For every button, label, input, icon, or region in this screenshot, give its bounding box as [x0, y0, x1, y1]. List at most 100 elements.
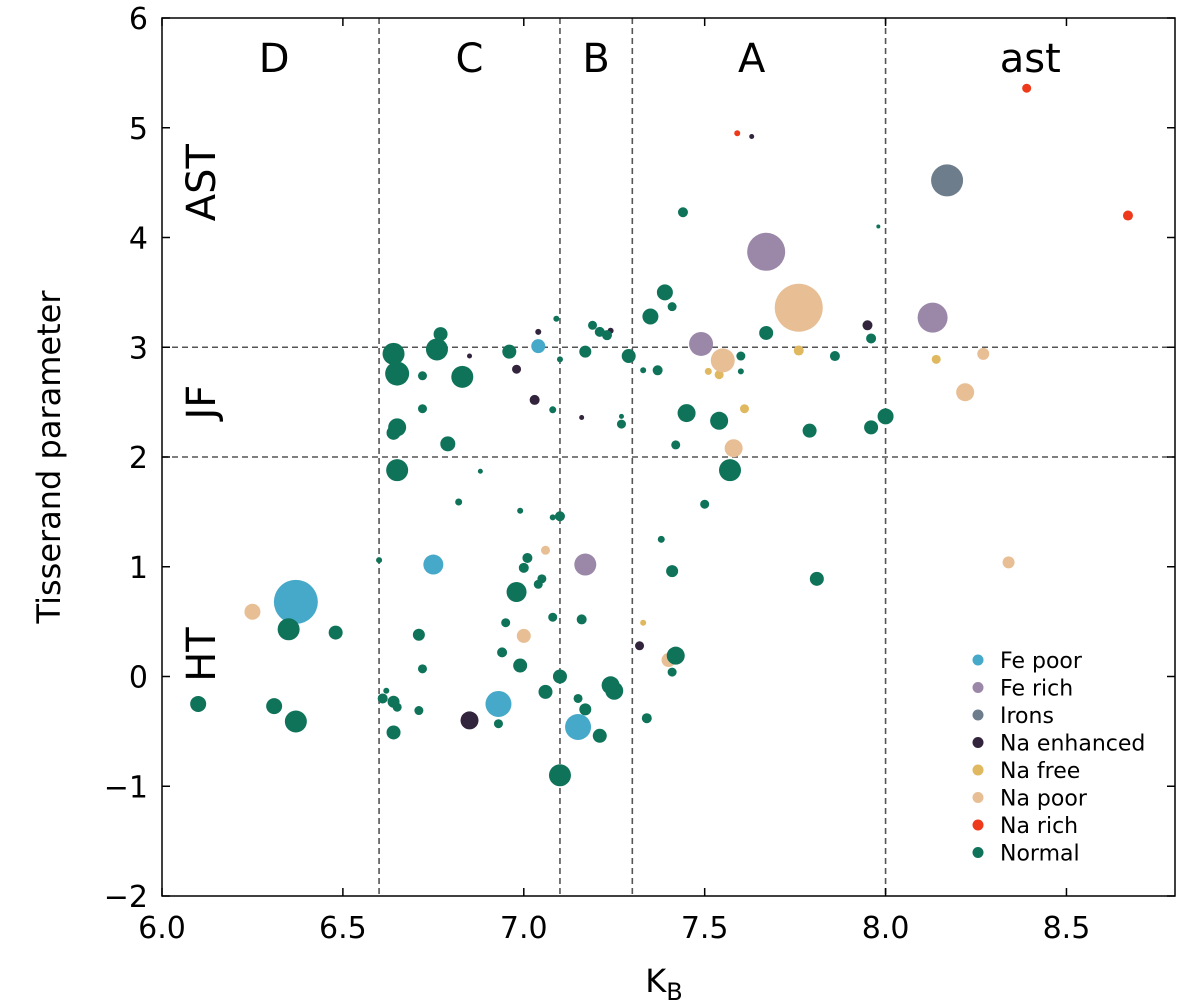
- point-normal-22: [601, 330, 612, 341]
- legend-label-na-free: Na free: [1000, 759, 1080, 784]
- point-fe-rich-1: [917, 302, 948, 333]
- point-normal-44: [517, 507, 524, 514]
- x-tick-label-1: 6.5: [319, 911, 367, 946]
- point-na-poor-0: [774, 283, 823, 332]
- x-tick-label-4: 8.0: [862, 911, 910, 946]
- point-normal-1: [876, 224, 881, 229]
- point-normal-60: [328, 625, 343, 640]
- point-normal-85: [548, 764, 571, 787]
- point-normal-62: [497, 647, 508, 658]
- point-normal-4: [642, 308, 659, 325]
- point-normal-68: [538, 684, 553, 699]
- point-na-enhanced-5: [512, 364, 522, 374]
- point-normal-56: [501, 618, 511, 628]
- point-normal-36: [710, 411, 729, 430]
- point-na-poor-2: [956, 383, 975, 402]
- point-normal-64: [417, 664, 427, 674]
- point-normal-18: [556, 356, 563, 363]
- point-normal-77: [190, 695, 207, 712]
- point-normal-37: [671, 440, 681, 450]
- legend-label-na-enhanced: Na enhanced: [1000, 732, 1145, 757]
- point-normal-11: [425, 338, 448, 361]
- point-normal-42: [700, 499, 710, 509]
- legend-marker-fe-poor: [972, 654, 984, 666]
- legend-label-na-poor: Na poor: [1000, 787, 1088, 812]
- point-na-enhanced-4: [467, 353, 473, 359]
- x-axis-label-main: K: [645, 962, 667, 1000]
- point-normal-28: [386, 425, 401, 440]
- y-tick-label-2: 0: [129, 661, 148, 696]
- point-normal-43: [455, 498, 463, 506]
- point-normal-31: [477, 468, 483, 474]
- region-label-ast: ast: [1000, 36, 1061, 82]
- point-normal-84: [592, 728, 607, 743]
- point-normal-70: [605, 681, 624, 700]
- legend-marker-irons: [972, 709, 984, 721]
- point-normal-35: [677, 404, 696, 423]
- point-normal-78: [284, 710, 307, 733]
- legend-label-normal: Normal: [1000, 842, 1080, 867]
- point-normal-3: [667, 302, 677, 312]
- point-normal-47: [657, 535, 665, 543]
- point-normal-54: [666, 565, 679, 578]
- point-normal-39: [802, 423, 817, 438]
- point-fe-poor-1: [531, 339, 546, 354]
- point-na-poor-5: [1002, 556, 1015, 569]
- point-normal-75: [414, 706, 424, 716]
- point-normal-81: [579, 703, 592, 716]
- y-tick-label-7: 5: [129, 112, 148, 147]
- point-na-enhanced-8: [635, 641, 645, 651]
- point-normal-30: [386, 459, 409, 482]
- reference-lines: [162, 18, 1175, 896]
- point-na-poor-3: [977, 347, 990, 360]
- point-na-enhanced-1: [862, 320, 873, 331]
- y-tick-label-8: 6: [129, 2, 148, 37]
- point-normal-65: [666, 646, 685, 665]
- point-na-free-4: [704, 367, 712, 375]
- point-normal-26: [417, 404, 427, 414]
- point-normal-12: [433, 327, 448, 342]
- point-na-enhanced-0: [749, 134, 755, 140]
- point-normal-33: [618, 413, 624, 419]
- point-normal-83: [386, 725, 401, 740]
- point-normal-49: [522, 552, 533, 563]
- point-na-free-2: [739, 404, 749, 414]
- point-normal-32: [549, 406, 557, 414]
- point-normal-59: [277, 618, 300, 641]
- x-tick-label-0: 6.0: [138, 911, 186, 946]
- x-axis-label: KB: [645, 962, 682, 1000]
- point-na-poor-7: [516, 628, 531, 643]
- point-normal-61: [412, 628, 425, 641]
- point-fe-rich-3: [574, 553, 597, 576]
- y-axis-label: Tisserand parameter: [30, 290, 68, 625]
- point-normal-67: [552, 669, 567, 684]
- y-tick-label-4: 2: [129, 441, 148, 476]
- region-label-a: A: [738, 36, 766, 82]
- y-tick-label-5: 3: [129, 331, 148, 366]
- class-label-jf: JF: [179, 385, 225, 423]
- point-na-free-1: [931, 354, 941, 364]
- point-na-free-0: [793, 345, 804, 356]
- data-points: [190, 83, 1133, 787]
- point-normal-46: [549, 514, 556, 521]
- point-normal-14: [417, 371, 427, 381]
- legend-marker-fe-rich: [972, 682, 984, 693]
- legend-marker-normal: [972, 847, 984, 858]
- point-irons-0: [931, 164, 964, 197]
- point-na-rich-1: [1022, 83, 1032, 93]
- point-na-poor-4: [724, 439, 743, 458]
- point-normal-58: [576, 614, 587, 625]
- point-normal-19: [579, 345, 592, 358]
- point-normal-52: [506, 581, 527, 602]
- point-normal-23: [621, 349, 636, 364]
- point-fe-poor-3: [485, 690, 512, 717]
- point-normal-40: [864, 420, 879, 435]
- point-normal-66: [667, 667, 677, 677]
- point-normal-15: [451, 365, 474, 388]
- point-normal-76: [266, 698, 283, 715]
- point-normal-80: [573, 693, 583, 703]
- y-tick-label-1: −1: [104, 770, 148, 805]
- point-normal-53: [533, 579, 543, 589]
